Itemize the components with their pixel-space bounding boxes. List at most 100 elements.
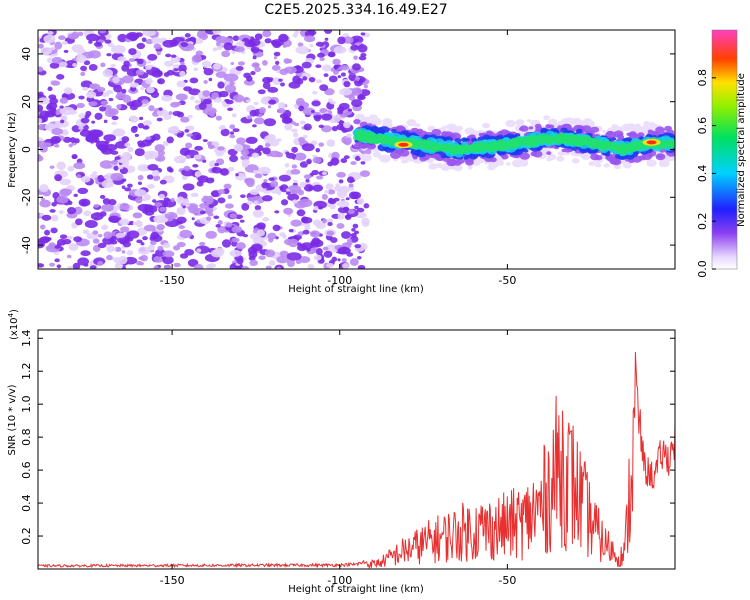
heatmap-noise-blob [112, 128, 126, 137]
heatmap-noise-blob [146, 60, 152, 64]
heatmap-noise-blob [147, 163, 159, 171]
heatmap-noise-blob [361, 221, 370, 227]
heatmap-noise-blob [163, 72, 170, 77]
heatmap-noise-blob [264, 38, 272, 44]
heatmap-noise-blob [280, 199, 289, 206]
x-tick-label: -150 [160, 274, 185, 287]
heatmap-noise-blob [166, 136, 174, 144]
colorbar-tick-label: 0.6 [696, 117, 709, 135]
heatmap-noise-blob [92, 238, 100, 244]
heatmap-noise-blob [338, 120, 345, 126]
heatmap-noise-blob [195, 50, 204, 56]
heatmap-signal-blob [535, 146, 542, 151]
heatmap-noise-blob [201, 197, 208, 203]
heatmap-noise-blob [142, 197, 148, 202]
heatmap-noise-blob [357, 265, 366, 269]
heatmap-noise-blob [156, 117, 163, 122]
heatmap-noise-blob [303, 123, 312, 131]
heatmap-noise-blob [292, 199, 298, 204]
heatmap-noise-blob [241, 265, 249, 269]
heatmap-panel: -150 -100 -50 40 20 0 -20 -40 Height of straig… [7, 29, 676, 295]
heatmap-noise-blob [276, 190, 282, 196]
heatmap-noise-blob [210, 95, 217, 100]
heatmap-signal-blob [481, 122, 491, 129]
snr-panel: -150 -100 -50 0.2 0.4 0.6 0.8 1.0 1.2 1.4 Height… [7, 309, 676, 595]
heatmap-noise-blob [229, 131, 235, 135]
heatmap-signal-blob [410, 148, 421, 156]
heatmap-signal-blob [665, 157, 672, 162]
x-tick-label: -100 [327, 274, 352, 287]
heatmap-noise-blob [127, 183, 133, 188]
heatmap-noise-blob [124, 187, 132, 192]
heatmap-signal-blob [453, 125, 463, 132]
heatmap-noise-blob [302, 76, 308, 81]
heatmap-noise-blob [210, 249, 224, 258]
heatmap-noise-blob [58, 35, 66, 41]
heatmap-noise-blob [159, 217, 169, 223]
heatmap-noise-blob [319, 57, 325, 62]
heatmap-noise-blob [97, 242, 107, 249]
heatmap-noise-blob [306, 158, 312, 165]
heatmap-noise-blob [130, 126, 138, 134]
heatmap-signal-blob [575, 128, 583, 134]
heatmap-noise-blob [328, 75, 338, 83]
heatmap-signal-blob [590, 126, 600, 133]
snr-series-line [38, 351, 675, 569]
heatmap-noise-blob [151, 36, 161, 45]
heatmap-noise-blob [246, 179, 255, 188]
heatmap-noise-blob [114, 156, 121, 160]
heatmap-noise-blob [71, 124, 82, 133]
heatmap-noise-blob [159, 179, 167, 185]
y-tick-label: 1.2 [20, 362, 33, 380]
heatmap-noise-blob [142, 30, 157, 37]
heatmap-noise-blob [286, 252, 302, 261]
heatmap-noise-blob [61, 129, 69, 136]
heatmap-noise-blob [336, 171, 346, 178]
heatmap-noise-blob [278, 78, 283, 82]
heatmap-noise-blob [345, 241, 353, 246]
heatmap-noise-blob [130, 99, 143, 108]
y-tick-label: 0.4 [20, 494, 33, 512]
heatmap-noise-blob [54, 251, 60, 256]
heatmap-noise-blob [137, 174, 144, 181]
heatmap-signal-blob [519, 125, 529, 132]
heatmap-noise-blob [279, 250, 289, 257]
heatmap-noise-blob [337, 75, 342, 79]
heatmap-noise-blob [358, 55, 367, 61]
heatmap-noise-blob [348, 183, 354, 189]
heatmap-noise-blob [201, 60, 211, 68]
heatmap-noise-blob [84, 220, 98, 229]
heatmap-noise-blob [243, 79, 255, 86]
heatmap-signal-blob [585, 119, 591, 123]
heatmap-noise-blob [50, 80, 61, 86]
heatmap-noise-blob [54, 144, 60, 148]
heatmap-noise-layer [38, 30, 372, 269]
heatmap-noise-blob [234, 46, 245, 53]
heatmap-noise-blob [343, 137, 352, 146]
heatmap-signal-blob [540, 127, 547, 133]
heatmap-noise-blob [153, 175, 161, 181]
heatmap-noise-blob [198, 241, 206, 246]
heatmap-noise-blob [220, 168, 229, 176]
heatmap-noise-blob [318, 142, 325, 147]
heatmap-noise-blob [299, 120, 307, 125]
heatmap-signal-blob [497, 160, 505, 166]
heatmap-noise-blob [60, 115, 68, 122]
heatmap-noise-blob [288, 81, 301, 89]
heatmap-signal-blob [511, 159, 523, 168]
heatmap-peak-core [398, 142, 409, 147]
heatmap-noise-blob [162, 242, 171, 248]
heatmap-signal-blob [611, 158, 622, 166]
heatmap-noise-blob [98, 179, 104, 183]
heatmap-noise-blob [194, 99, 201, 104]
heatmap-signal-blob [379, 154, 391, 163]
heatmap-noise-blob [68, 143, 73, 148]
heatmap-noise-blob [63, 49, 69, 54]
heatmap-noise-blob [322, 171, 327, 176]
heatmap-noise-blob [363, 84, 369, 89]
heatmap-signal-blob [487, 164, 496, 171]
heatmap-noise-blob [93, 41, 103, 47]
heatmap-noise-blob [262, 60, 268, 66]
colorbar: 0.0 0.2 0.4 0.6 0.8 Normalized spectral ampl… [696, 29, 747, 278]
heatmap-noise-blob [263, 179, 268, 183]
